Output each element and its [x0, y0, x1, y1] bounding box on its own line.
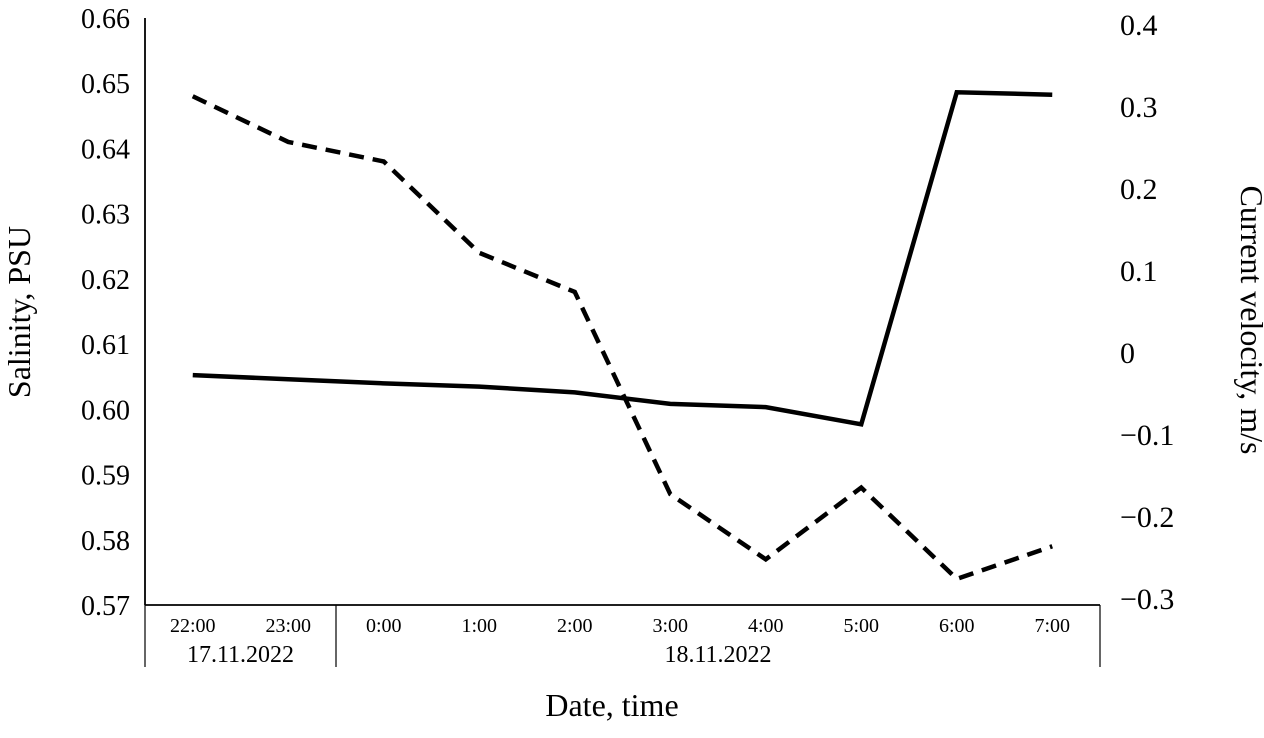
right-axis-tick-label: −0.1	[1120, 419, 1174, 452]
left-axis-tick-label: 0.60	[81, 395, 130, 426]
x-axis-time-label: 3:00	[652, 615, 688, 637]
left-axis-tick-label: 0.59	[81, 461, 130, 492]
left-axis-tick-label: 0.64	[81, 134, 130, 165]
left-axis-tick-label: 0.63	[81, 200, 130, 231]
left-axis-tick-label: 0.66	[81, 4, 130, 35]
x-axis-date-label: 18.11.2022	[664, 642, 771, 668]
x-axis-time-label: 4:00	[748, 615, 784, 637]
series-line-current-velocity	[192, 89, 1053, 427]
right-axis-tick-label: 0.2	[1120, 173, 1158, 206]
chart-plot-area: 0.66 0.65 0.64 0.63 0.62 0.61 0.60 0.59 0.58 0.57…	[81, 4, 1174, 668]
x-axis-time-label: 23:00	[265, 615, 311, 637]
left-axis-tick-label: 0.65	[81, 69, 130, 100]
x-axis-time-label: 6:00	[939, 615, 975, 637]
left-axis-title: Salinity, PSU	[1, 226, 37, 398]
x-axis-title: Date, time	[545, 687, 678, 723]
right-axis-tick-label: 0.3	[1120, 91, 1158, 124]
right-axis-tick-label: 0.4	[1120, 9, 1158, 42]
left-axis-tick-label: 0.57	[81, 591, 130, 622]
left-axis-tick-label: 0.61	[81, 330, 130, 361]
x-axis-time-label: 1:00	[461, 615, 497, 637]
x-axis-time-label: 5:00	[843, 615, 879, 637]
right-axis-tick-label: −0.3	[1120, 583, 1174, 616]
left-axis-tick-label: 0.62	[81, 265, 130, 296]
x-axis-time-label: 22:00	[170, 615, 216, 637]
left-axis-tick-label: 0.58	[81, 526, 130, 557]
x-axis-time-label: 0:00	[366, 615, 402, 637]
x-axis-date-label: 17.11.2022	[187, 642, 294, 668]
right-axis-tick-label: −0.2	[1120, 501, 1174, 534]
right-axis-tick-label: 0	[1120, 337, 1135, 370]
right-axis-tick-label: 0.1	[1120, 255, 1158, 288]
series-line-salinity	[191, 94, 1053, 582]
x-axis-time-label: 7:00	[1034, 615, 1070, 637]
right-axis-title: Current velocity, m/s	[1234, 186, 1264, 455]
x-axis-time-label: 2:00	[557, 615, 593, 637]
